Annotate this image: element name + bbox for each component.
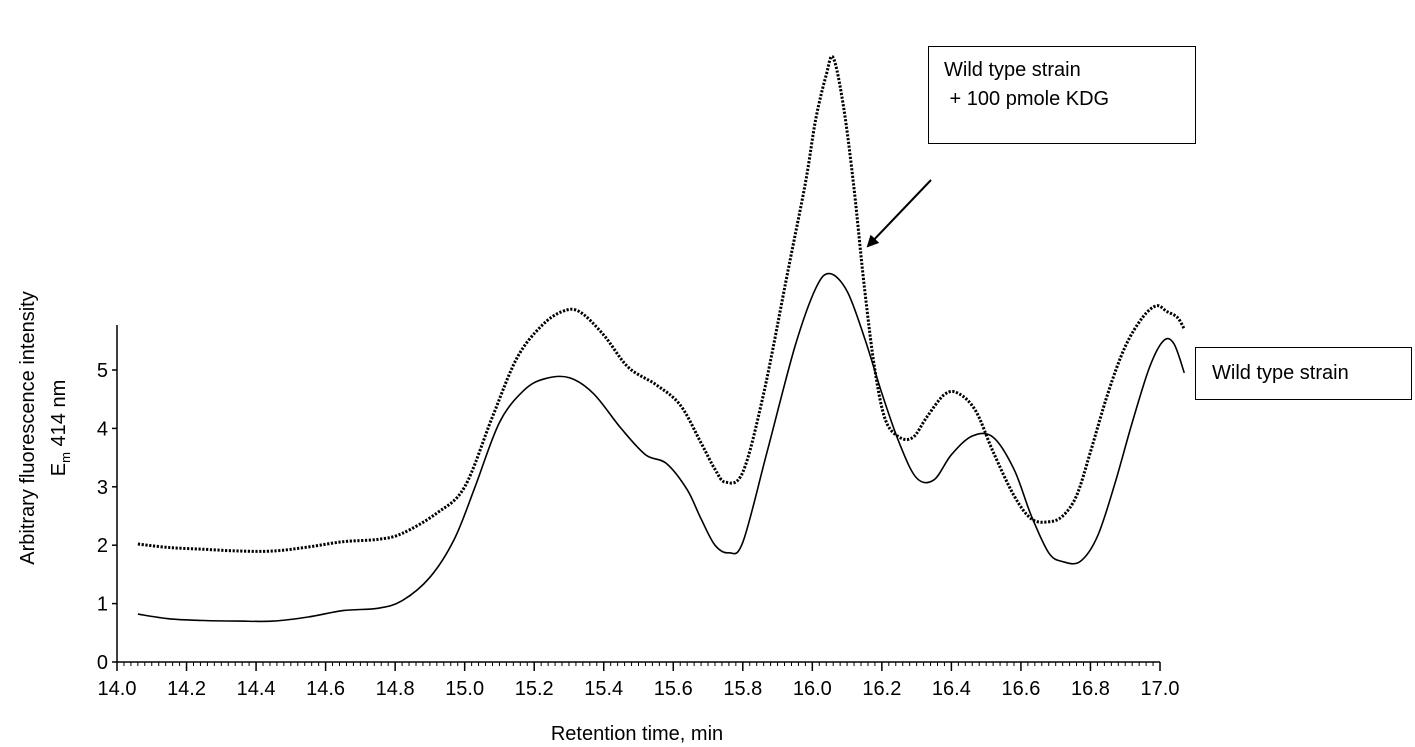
axes: 14.0 14.2 14.4 14.6 14.8 15.0 15.2 15.4 15.6 15.8…	[97, 325, 1180, 700]
x-tick-label: 15.8	[723, 678, 762, 700]
x-major-ticks	[116, 662, 1161, 671]
y-axis-label-line2: Em 414 nm	[48, 380, 73, 476]
callout-kdg-line1: Wild type strain	[944, 59, 1081, 81]
callout-wild-type: Wild type strain	[1195, 347, 1412, 400]
x-tick-label: 15.2	[515, 678, 554, 700]
x-tick-label: 16.8	[1071, 678, 1110, 700]
x-tick-label: 14.6	[306, 678, 345, 700]
x-tick-label: 14.8	[376, 678, 415, 700]
callout-kdg-line2: + 100 pmole KDG	[944, 88, 1110, 110]
x-tick-label: 16.6	[1001, 678, 1040, 700]
callout-wild-type-kdg: Wild type strain + 100 pmole KDG	[928, 46, 1196, 144]
series-line-kdg	[137, 54, 1186, 553]
y-tick-labels: 0 1 2 3 4 5	[97, 360, 108, 674]
x-tick-label: 14.2	[167, 678, 206, 700]
x-tick-label: 16.0	[793, 678, 832, 700]
x-tick-label: 14.4	[237, 678, 276, 700]
series-line-wild-type	[137, 272, 1186, 623]
x-tick-label: 16.4	[932, 678, 971, 700]
x-tick-label: 15.4	[584, 678, 623, 700]
y-tick-label: 3	[97, 477, 108, 499]
x-tick-label: 15.6	[654, 678, 693, 700]
x-tick-label: 16.2	[862, 678, 901, 700]
x-tick-labels: 14.0 14.2 14.4 14.6 14.8 15.0 15.2 15.4 15.6 15.8…	[98, 678, 1180, 700]
callout-wild-type-text: Wild type strain	[1212, 362, 1349, 384]
y-tick-label: 4	[97, 418, 108, 440]
x-tick-label: 15.0	[445, 678, 484, 700]
kdg-arrow	[866, 179, 932, 248]
y-tick-label: 1	[97, 594, 108, 616]
y-tick-label: 2	[97, 535, 108, 557]
y-tick-label: 0	[97, 652, 108, 674]
y-tick-label: 5	[97, 360, 108, 382]
y-axis-label-line1: Arbitrary fluorescence intensity	[17, 291, 39, 564]
series-layer	[137, 54, 1186, 623]
y-ticks	[112, 369, 117, 663]
x-tick-label: 14.0	[98, 678, 137, 700]
x-tick-label: 17.0	[1141, 678, 1180, 700]
x-axis-label: Retention time, min	[551, 723, 723, 745]
y-axis-label: Arbitrary fluorescence intensity Em 414 …	[17, 291, 73, 564]
